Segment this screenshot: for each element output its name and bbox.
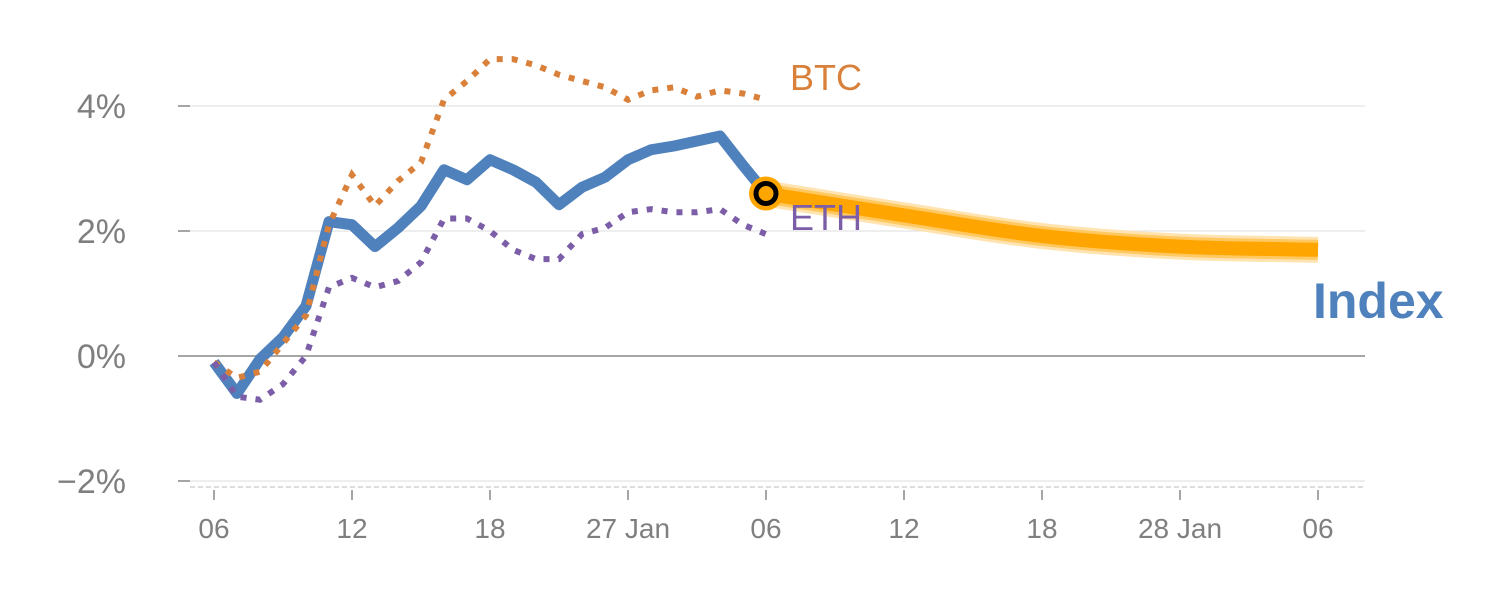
eth-label: ETH [790,197,862,238]
x-tick-label: 12 [336,513,367,544]
x-tick-label: 06 [750,513,781,544]
y-tick-label: 4% [77,88,126,126]
current-point-dot [753,181,779,206]
x-tick-label: 18 [1026,513,1057,544]
index-line [209,130,771,399]
y-tick-label: 2% [77,213,126,251]
btc-label: BTC [790,57,862,98]
forecast-line [764,186,1319,257]
index-label: Index [1313,273,1444,329]
x-tick-label: 18 [474,513,505,544]
y-tick-label: −2% [57,463,126,501]
btc-line [212,56,767,382]
x-tick-label: 28 Jan [1138,513,1222,544]
y-tick-label: 0% [77,338,126,376]
x-tick-label: 27 Jan [586,513,670,544]
x-tick-label: 06 [198,513,229,544]
x-tick-label: 06 [1302,513,1333,544]
x-tick-label: 12 [888,513,919,544]
eth-line [211,205,768,403]
